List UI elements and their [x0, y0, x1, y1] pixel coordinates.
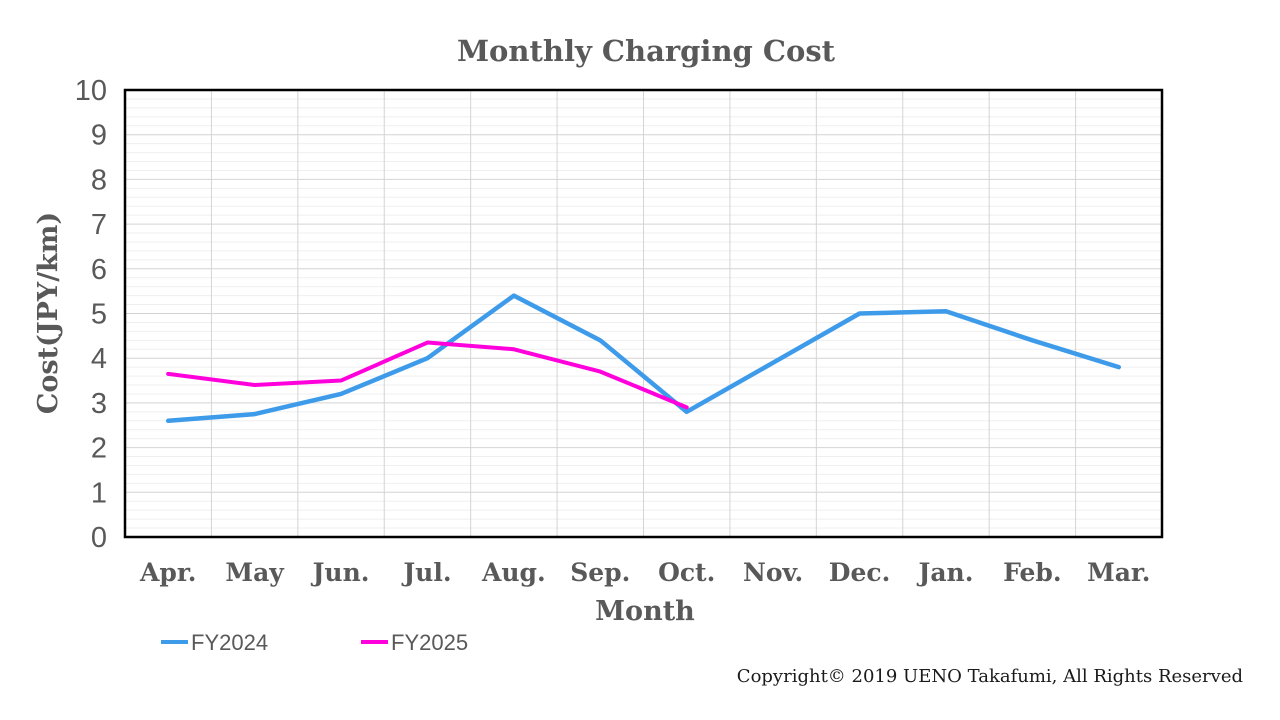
- gridlines: [125, 90, 1162, 537]
- y-tick-label: 4: [91, 343, 107, 375]
- x-tick-label: Dec.: [829, 558, 891, 587]
- x-tick-label: Feb.: [1003, 558, 1061, 587]
- y-tick-label: 7: [91, 209, 107, 241]
- x-tick-label: Jan.: [916, 558, 973, 587]
- y-tick-label: 1: [91, 477, 107, 509]
- y-axis-tick-labels: 0 1 2 3 4 5 6 7 8 9 10: [75, 75, 107, 554]
- y-tick-label: 9: [91, 120, 107, 152]
- x-tick-label: Mar.: [1087, 558, 1150, 587]
- chart-title: Monthly Charging Cost: [457, 34, 836, 68]
- plot-area-border: [123, 88, 1164, 539]
- x-tick-label: Jun.: [311, 558, 370, 587]
- y-tick-label: 3: [91, 388, 107, 420]
- x-axis-title: Month: [595, 596, 695, 627]
- legend: FY2024 FY2025: [161, 630, 468, 655]
- y-tick-label: 8: [91, 164, 107, 196]
- x-tick-label: Aug.: [481, 558, 546, 587]
- y-tick-label: 0: [91, 522, 107, 554]
- x-tick-label: May: [225, 558, 285, 587]
- y-tick-label: 6: [91, 254, 107, 286]
- series-line-fy2025: [166, 340, 689, 410]
- y-tick-label: 10: [75, 75, 107, 107]
- x-tick-label: Nov.: [743, 558, 803, 587]
- x-tick-label: Sep.: [570, 558, 630, 587]
- x-tick-label: Jul.: [401, 558, 451, 587]
- y-axis-title: Cost(JPY/km): [33, 212, 64, 414]
- x-tick-label: Oct.: [658, 558, 715, 587]
- legend-label-fy2025: FY2025: [391, 630, 468, 655]
- data-series-lines: [165, 293, 1122, 424]
- x-axis-tick-labels: Apr. May Jun. Jul. Aug. Sep. Oct. Nov. Dec. Jan. F…: [139, 558, 1151, 587]
- x-tick-label: Apr.: [139, 558, 196, 587]
- series-line-fy2024: [165, 293, 1122, 424]
- y-tick-label: 2: [91, 433, 107, 465]
- y-tick-label: 5: [91, 299, 107, 331]
- legend-label-fy2024: FY2024: [191, 630, 268, 655]
- copyright-text: Copyright© 2019 UENO Takafumi, All Right…: [737, 666, 1243, 687]
